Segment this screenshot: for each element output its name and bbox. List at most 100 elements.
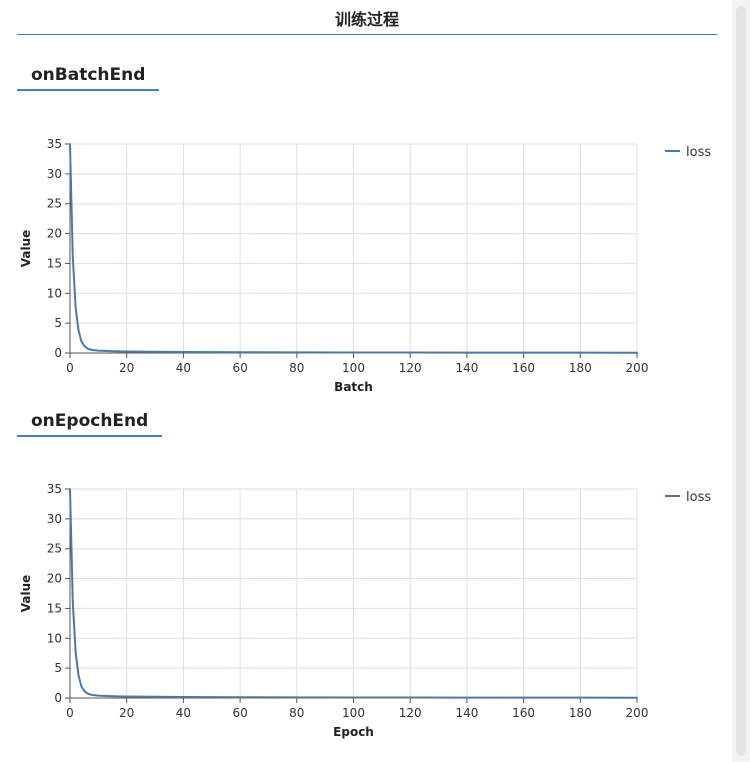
- visor-tab-header[interactable]: 训练过程: [17, 0, 717, 35]
- y-tick-label: 10: [47, 286, 62, 300]
- x-tick-label: 160: [512, 361, 535, 375]
- x-tick-label: 100: [342, 361, 365, 375]
- data-point: [71, 256, 74, 259]
- x-tick-label: 20: [119, 706, 134, 720]
- y-tick-label: 5: [54, 316, 62, 330]
- x-tick-label: 140: [455, 706, 478, 720]
- y-tick-label: 15: [47, 256, 62, 270]
- data-point: [69, 143, 71, 145]
- section-onbatchend: onBatchEnd: [17, 65, 732, 91]
- y-tick-label: 35: [47, 137, 62, 151]
- data-point: [522, 696, 525, 699]
- series-line-loss: [69, 143, 638, 354]
- data-point: [97, 694, 100, 697]
- x-tick-label: 20: [119, 361, 134, 375]
- data-point: [409, 696, 412, 699]
- section-onepochend: onEpochEnd: [17, 411, 732, 437]
- visor-panel: 训练过程 onBatchEnd 0 20 40 60 80 100 120 140 160 180…: [17, 0, 732, 739]
- section-title: onBatchEnd: [17, 65, 160, 91]
- data-point: [125, 695, 128, 698]
- data-point: [80, 340, 83, 342]
- data-point: [77, 329, 80, 332]
- y-tick-label: 5: [54, 661, 62, 675]
- data-point: [466, 696, 468, 699]
- x-axis-title: Epoch: [333, 725, 374, 739]
- data-point: [74, 307, 77, 310]
- data-point: [579, 351, 582, 354]
- x-tick-label: 80: [289, 361, 304, 375]
- data-point: [182, 351, 185, 353]
- y-tick-label: 0: [54, 346, 62, 360]
- data-point: [522, 351, 525, 354]
- y-tick-label: 15: [47, 601, 62, 615]
- data-point: [295, 351, 298, 354]
- data-point: [91, 349, 94, 351]
- x-tick-label: 140: [455, 361, 478, 375]
- x-tick-label: 100: [342, 706, 365, 720]
- data-point: [210, 696, 213, 699]
- loss-chart-batch: 0 20 40 60 80 100 120 140 160 180 200 0 5 10 15 20 25 30 3…: [19, 137, 711, 394]
- x-tick-label: 180: [569, 706, 592, 720]
- legend-label: loss: [686, 490, 711, 505]
- y-tick-label: 30: [47, 512, 62, 526]
- x-tick-label: 180: [569, 361, 592, 375]
- data-point: [69, 488, 71, 490]
- data-point: [86, 347, 88, 350]
- x-tick-label: 120: [399, 706, 422, 720]
- x-tick-label: 160: [512, 706, 535, 720]
- data-point: [239, 351, 242, 354]
- data-point: [579, 696, 582, 699]
- data-point: [97, 349, 100, 352]
- data-point: [239, 696, 242, 699]
- data-point: [103, 350, 105, 352]
- series-line-loss: [69, 488, 638, 699]
- data-point: [88, 693, 91, 696]
- data-point: [352, 351, 355, 354]
- x-tick-label: 0: [66, 361, 74, 375]
- x-tick-label: 60: [232, 706, 247, 720]
- data-point: [103, 695, 105, 697]
- x-tick-label: 80: [289, 706, 304, 720]
- data-point: [111, 695, 114, 698]
- loss-chart-epoch: 0 20 40 60 80 100 120 140 160 180 200 0 5 10 15 20 25 30 3…: [19, 482, 711, 739]
- y-tick-label: 0: [54, 691, 62, 705]
- y-tick-label: 35: [47, 482, 62, 496]
- y-tick-label: 25: [47, 197, 62, 211]
- legend: loss: [665, 145, 711, 160]
- x-tick-label: 40: [176, 706, 191, 720]
- tab-title: 训练过程: [334, 10, 399, 29]
- y-tick-label: 20: [47, 572, 62, 586]
- data-point: [636, 696, 638, 699]
- y-tick-label: 20: [47, 227, 62, 241]
- data-point: [71, 601, 74, 604]
- data-point: [80, 685, 83, 687]
- section-title: onEpochEnd: [17, 411, 163, 437]
- data-point: [86, 692, 88, 695]
- data-point: [91, 694, 94, 696]
- data-point: [111, 350, 114, 353]
- y-tick-label: 30: [47, 167, 62, 181]
- data-point: [182, 696, 185, 698]
- y-tick-label: 25: [47, 542, 62, 556]
- data-point: [636, 351, 638, 354]
- data-point: [154, 350, 156, 353]
- x-axis-title: Batch: [334, 380, 373, 394]
- data-point: [125, 350, 128, 353]
- y-tick-label: 10: [47, 631, 62, 645]
- data-point: [466, 351, 468, 354]
- x-tick-label: 200: [626, 361, 649, 375]
- scrollbar-thumb[interactable]: [736, 6, 746, 756]
- data-point: [352, 696, 355, 699]
- data-point: [83, 689, 86, 692]
- data-point: [83, 344, 86, 347]
- data-point: [154, 695, 156, 698]
- data-point: [77, 674, 80, 677]
- x-tick-label: 60: [232, 361, 247, 375]
- y-axis-title: Value: [19, 575, 33, 613]
- data-point: [210, 351, 213, 354]
- data-point: [74, 652, 77, 655]
- x-tick-label: 200: [626, 706, 649, 720]
- x-tick-label: 40: [176, 361, 191, 375]
- data-point: [409, 351, 412, 354]
- data-point: [295, 696, 298, 699]
